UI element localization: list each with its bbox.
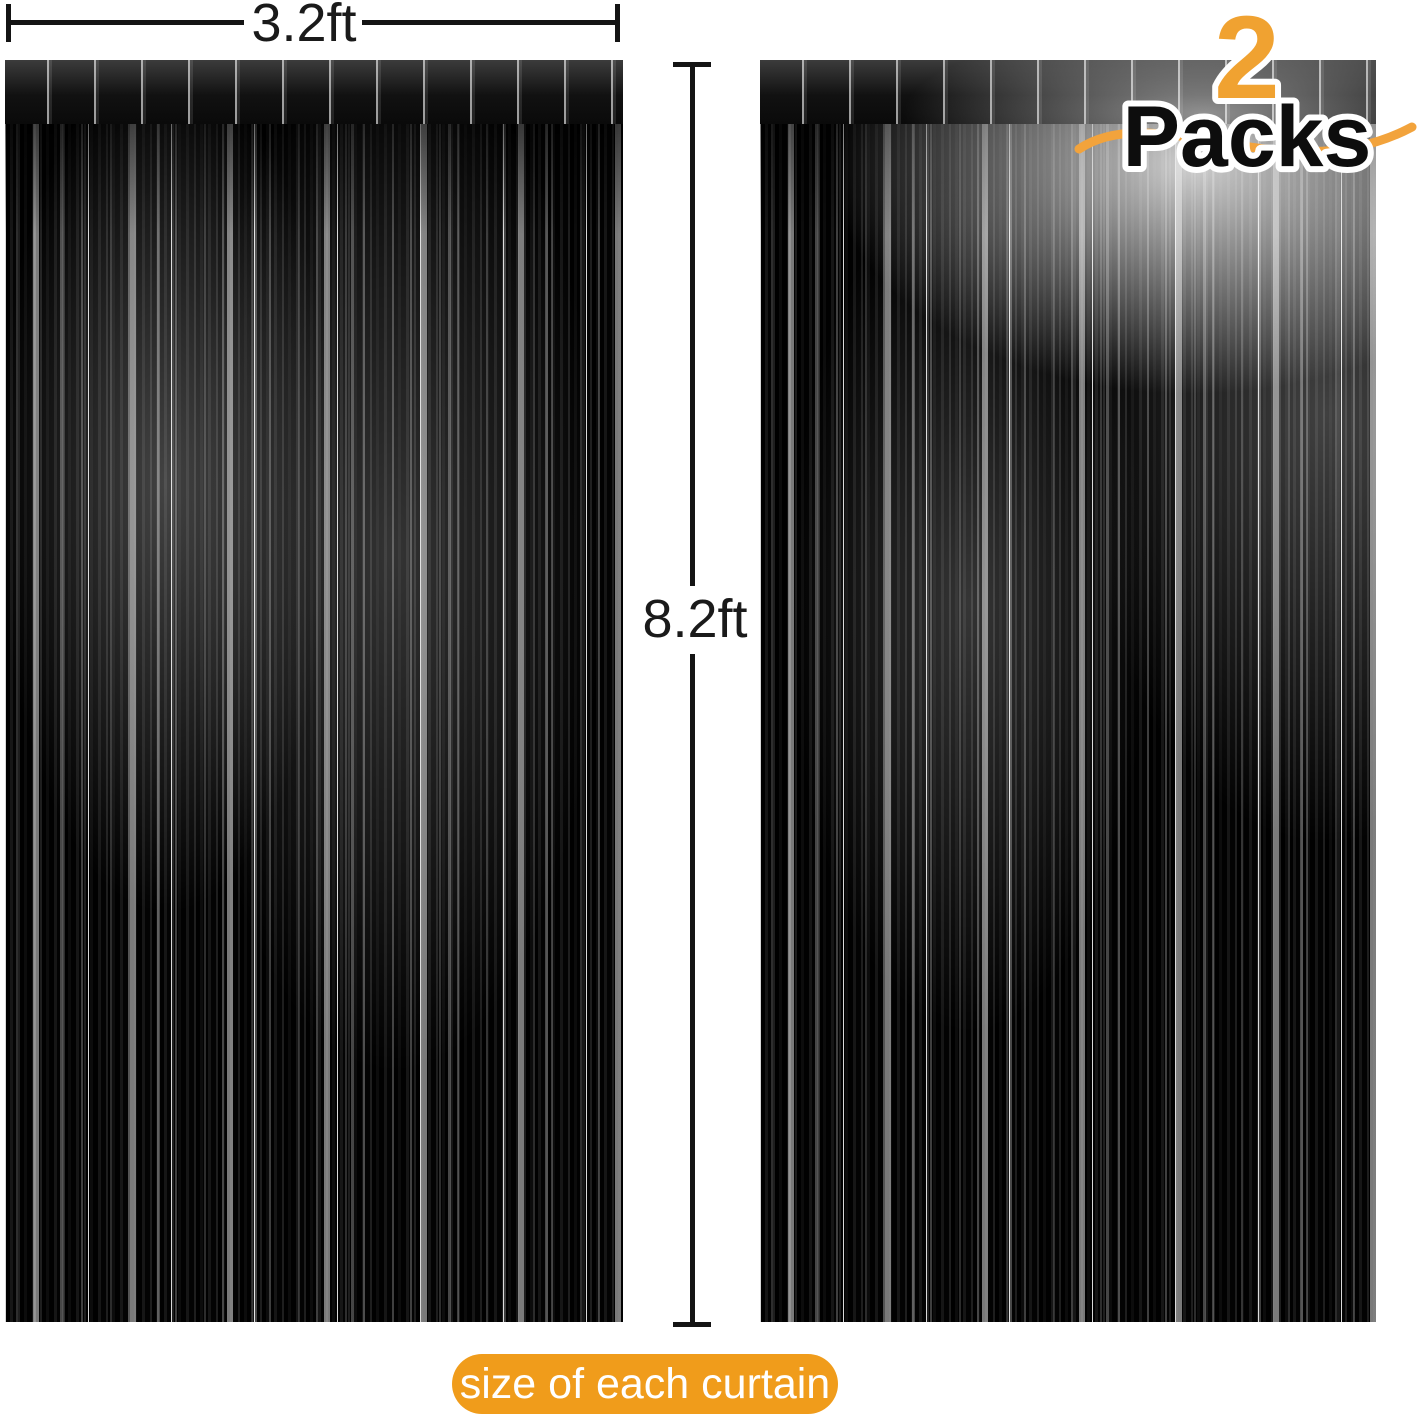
width-ruler-cap-right: [615, 4, 620, 42]
height-ruler-cap-bottom: [673, 1322, 711, 1327]
curtain-right-fringe: [760, 124, 1376, 1322]
curtain-right: [760, 60, 1376, 1322]
height-ruler-line-top: [690, 64, 695, 586]
packs-count: 2: [1214, 0, 1280, 124]
packs-label: Packs: [1123, 89, 1372, 185]
packs-swoosh-icon: [1074, 122, 1417, 156]
width-label: 3.2ft: [251, 0, 357, 53]
packs-annotation: 2 Packs: [1074, 0, 1417, 186]
size-badge-label: size of each curtain: [459, 1359, 831, 1408]
height-ruler-line-bottom: [690, 654, 695, 1326]
height-label: 8.2ft: [642, 589, 748, 649]
curtain-left-header: [5, 60, 623, 124]
size-badge: size of each curtain: [452, 1354, 838, 1414]
curtain-left-fringe: [5, 124, 623, 1322]
curtain-right-header: [760, 60, 1376, 124]
width-ruler-line-right: [362, 20, 620, 25]
curtain-left: [5, 60, 623, 1322]
width-ruler-line-left: [8, 20, 244, 25]
